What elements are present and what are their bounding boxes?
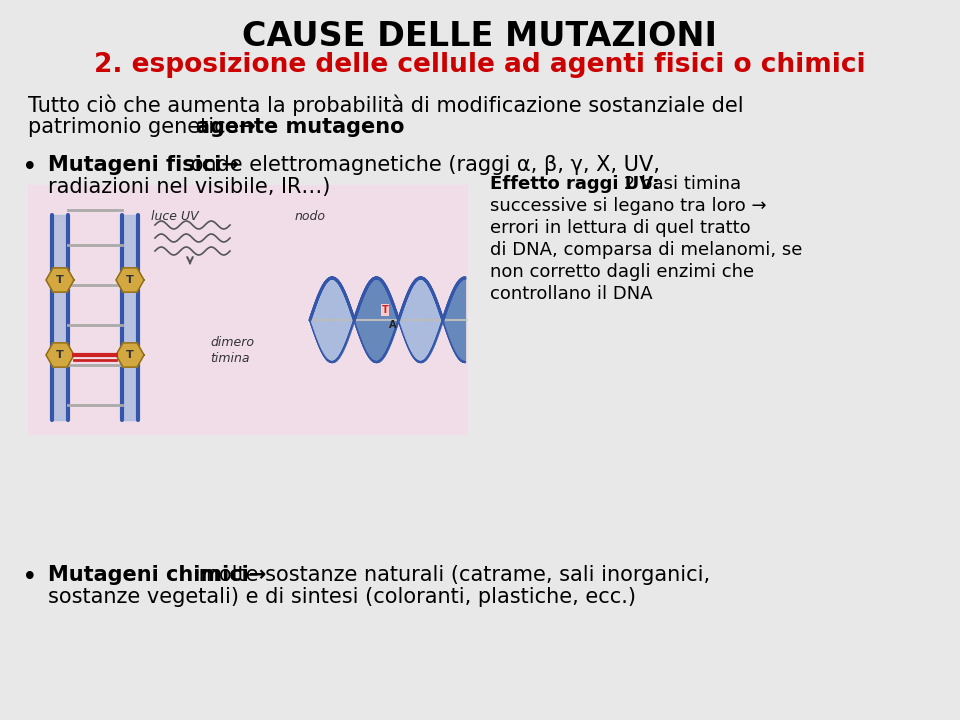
Text: sostanze vegetali) e di sintesi (coloranti, plastiche, ecc.): sostanze vegetali) e di sintesi (coloran… <box>48 587 636 607</box>
Text: •: • <box>22 155 37 181</box>
Polygon shape <box>116 268 144 292</box>
Text: controllano il DNA: controllano il DNA <box>490 285 653 303</box>
Text: onde elettromagnetiche (raggi α, β, γ, X, UV,: onde elettromagnetiche (raggi α, β, γ, X… <box>184 155 660 175</box>
Text: T: T <box>126 275 133 285</box>
Text: successive si legano tra loro →: successive si legano tra loro → <box>490 197 767 215</box>
Text: dimero
timina: dimero timina <box>210 336 254 364</box>
Text: radiazioni nel visibile, IR…): radiazioni nel visibile, IR…) <box>48 177 330 197</box>
Text: nodo: nodo <box>295 210 325 223</box>
Text: luce UV: luce UV <box>151 210 199 223</box>
Text: T: T <box>126 350 133 360</box>
Text: Mutageni fisici→: Mutageni fisici→ <box>48 155 239 175</box>
FancyBboxPatch shape <box>28 185 468 435</box>
Polygon shape <box>116 343 144 367</box>
Text: errori in lettura di quel tratto: errori in lettura di quel tratto <box>490 219 751 237</box>
Text: T: T <box>56 350 64 360</box>
Polygon shape <box>46 343 74 367</box>
Text: Effetto raggi UV:: Effetto raggi UV: <box>490 175 660 193</box>
Text: patrimonio genetico→: patrimonio genetico→ <box>28 117 262 137</box>
Text: di DNA, comparsa di melanomi, se: di DNA, comparsa di melanomi, se <box>490 241 803 259</box>
Text: •: • <box>22 565 37 591</box>
Text: T: T <box>382 305 389 315</box>
Polygon shape <box>46 268 74 292</box>
Text: 2 basi timina: 2 basi timina <box>617 175 740 193</box>
Text: agente mutageno: agente mutageno <box>196 117 404 137</box>
Text: A: A <box>389 320 396 330</box>
Text: T: T <box>56 275 64 285</box>
Text: Tutto ciò che aumenta la probabilità di modificazione sostanziale del: Tutto ciò che aumenta la probabilità di … <box>28 95 744 117</box>
Text: 2. esposizione delle cellule ad agenti fisici o chimici: 2. esposizione delle cellule ad agenti f… <box>94 52 866 78</box>
Text: molte sostanze naturali (catrame, sali inorganici,: molte sostanze naturali (catrame, sali i… <box>193 565 710 585</box>
Text: Mutageni chimici→: Mutageni chimici→ <box>48 565 266 585</box>
Text: CAUSE DELLE MUTAZIONI: CAUSE DELLE MUTAZIONI <box>243 20 717 53</box>
Text: non corretto dagli enzimi che: non corretto dagli enzimi che <box>490 263 755 281</box>
